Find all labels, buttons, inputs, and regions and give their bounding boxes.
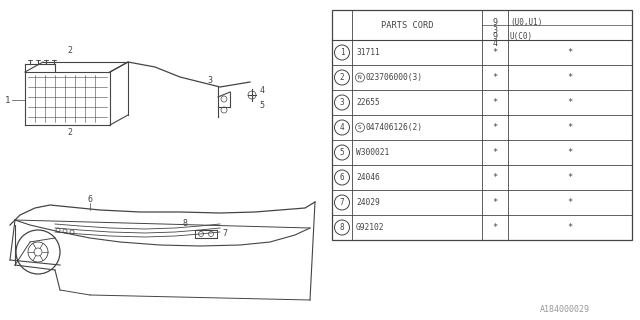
Text: *: * bbox=[568, 98, 573, 107]
Text: *: * bbox=[568, 148, 573, 157]
Text: *: * bbox=[568, 223, 573, 232]
Text: 5: 5 bbox=[340, 148, 344, 157]
Text: 4: 4 bbox=[493, 39, 497, 48]
Text: N: N bbox=[358, 75, 362, 80]
Text: *: * bbox=[568, 73, 573, 82]
Text: *: * bbox=[492, 73, 498, 82]
Text: 4: 4 bbox=[259, 85, 264, 94]
Text: *: * bbox=[492, 173, 498, 182]
Text: 2: 2 bbox=[67, 45, 72, 54]
Text: *: * bbox=[492, 48, 498, 57]
Text: *: * bbox=[568, 198, 573, 207]
Text: 24029: 24029 bbox=[356, 198, 380, 207]
Text: 047406126(2): 047406126(2) bbox=[366, 123, 423, 132]
Text: 5: 5 bbox=[259, 100, 264, 109]
Text: 6: 6 bbox=[340, 173, 344, 182]
Text: *: * bbox=[492, 223, 498, 232]
Text: 7: 7 bbox=[223, 229, 227, 238]
Text: W300021: W300021 bbox=[356, 148, 389, 157]
Text: 3: 3 bbox=[340, 98, 344, 107]
Bar bbox=[332, 10, 632, 240]
Text: 8: 8 bbox=[340, 223, 344, 232]
Text: (U0,U1): (U0,U1) bbox=[510, 18, 542, 27]
Text: U(C0): U(C0) bbox=[510, 32, 533, 41]
Text: 023706000(3): 023706000(3) bbox=[366, 73, 423, 82]
Text: 2: 2 bbox=[340, 73, 344, 82]
Text: 1: 1 bbox=[5, 95, 11, 105]
Text: *: * bbox=[568, 173, 573, 182]
Text: 2: 2 bbox=[67, 127, 72, 137]
Text: 4: 4 bbox=[340, 123, 344, 132]
Text: 6: 6 bbox=[88, 196, 93, 204]
Text: *: * bbox=[492, 198, 498, 207]
Text: 3: 3 bbox=[493, 26, 497, 35]
Text: 9: 9 bbox=[493, 18, 497, 27]
Text: *: * bbox=[492, 148, 498, 157]
Text: 22655: 22655 bbox=[356, 98, 380, 107]
Text: *: * bbox=[568, 123, 573, 132]
Text: 1: 1 bbox=[340, 48, 344, 57]
Text: 31711: 31711 bbox=[356, 48, 380, 57]
Text: A184000029: A184000029 bbox=[540, 305, 590, 314]
Text: 3: 3 bbox=[207, 76, 212, 84]
Text: 9: 9 bbox=[493, 32, 497, 41]
Text: *: * bbox=[568, 48, 573, 57]
Text: 24046: 24046 bbox=[356, 173, 380, 182]
Text: G92102: G92102 bbox=[356, 223, 385, 232]
Text: *: * bbox=[492, 123, 498, 132]
Text: 8: 8 bbox=[182, 220, 188, 228]
Text: S: S bbox=[358, 125, 362, 130]
Text: 7: 7 bbox=[340, 198, 344, 207]
Text: PARTS CORD: PARTS CORD bbox=[381, 20, 433, 29]
Text: *: * bbox=[492, 98, 498, 107]
